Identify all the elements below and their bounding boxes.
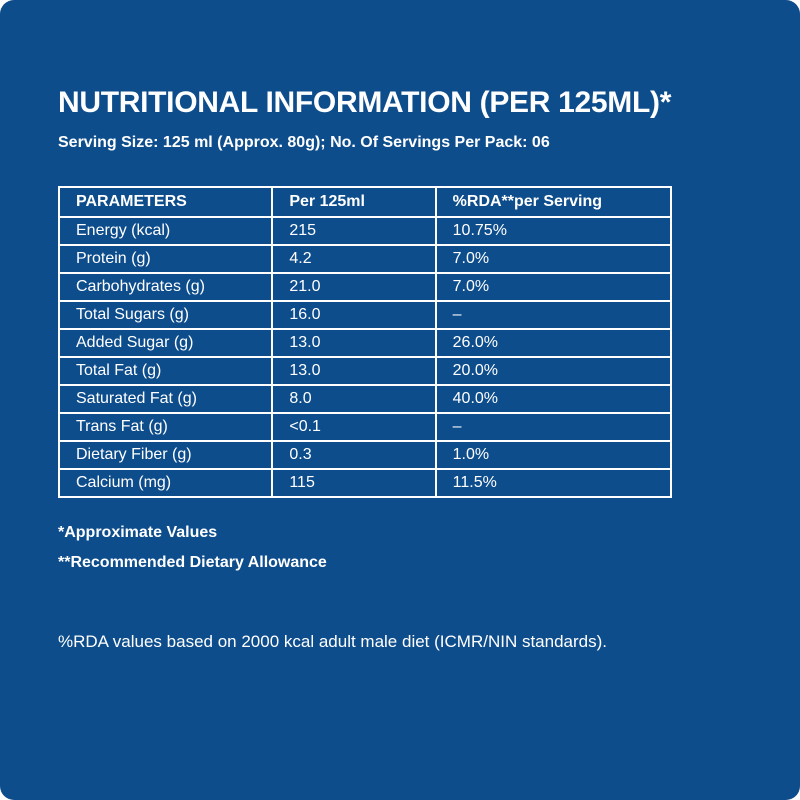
table-cell: 1.0%	[434, 440, 673, 470]
table-cell: 4.2	[271, 244, 437, 274]
table-cell: 40.0%	[434, 384, 673, 414]
note: %RDA values based on 2000 kcal adult mal…	[58, 632, 607, 651]
table-row: Trans Fat (g) <0.1–	[57, 412, 673, 442]
title: NUTRITIONAL INFORMATION (PER 125ML)*	[58, 86, 672, 119]
footnote: *Approximate Values	[58, 524, 218, 541]
table-cell: 11.5%	[434, 468, 673, 498]
table-row: Calcium (mg) 115 11.5%	[57, 468, 673, 498]
table-cell: 13.0	[271, 356, 437, 386]
table-cell: Added Sugar (g)	[57, 328, 274, 358]
table-cell: Trans Fat (g)	[57, 412, 274, 442]
table-cell: –	[434, 412, 673, 442]
table-cell: –	[434, 300, 673, 330]
table-cell: Protein (g)	[57, 244, 274, 274]
table-row: Saturated Fat (g) 8.0 40.0%	[57, 384, 673, 414]
column-header: PARAMETERS	[57, 186, 274, 218]
table-cell: 21.0	[271, 272, 437, 302]
column-header: %RDA**per Serving	[434, 186, 673, 218]
table-cell: 20.0%	[434, 356, 673, 386]
table-row: Added Sugar (g) 13.0 26.0%	[57, 328, 673, 358]
table-row: Total Fat (g) 13.0 20.0%	[57, 356, 673, 386]
table-cell: Energy (kcal)	[57, 216, 274, 246]
nutrition-table: PARAMETERS Per 125ml %RDA**per Serving Ene…	[57, 186, 673, 498]
table-cell: Saturated Fat (g)	[57, 384, 274, 414]
column-header: Per 125ml	[271, 186, 437, 218]
table-cell: 10.75%	[434, 216, 673, 246]
table-cell: Dietary Fiber (g)	[57, 440, 274, 470]
table-cell: 7.0%	[434, 272, 673, 302]
table-cell: Carbohydrates (g)	[57, 272, 274, 302]
table-cell: 215	[271, 216, 437, 246]
table-cell: <0.1	[271, 412, 437, 442]
table-cell: 13.0	[271, 328, 437, 358]
table-cell: Total Fat (g)	[57, 356, 274, 386]
header-row: PARAMETERS Per 125ml %RDA**per Serving	[57, 186, 673, 218]
footnote: **Recommended Dietary Allowance	[58, 554, 327, 571]
subtitle: Serving Size: 125 ml (Approx. 80g); No. …	[58, 134, 550, 151]
table-row: Energy (kcal) 215 10.75%	[57, 216, 673, 246]
table-cell: 8.0	[271, 384, 437, 414]
table-cell: 16.0	[271, 300, 437, 330]
table-cell: Total Sugars (g)	[57, 300, 274, 330]
table-cell: 26.0%	[434, 328, 673, 358]
table-cell: 115	[271, 468, 437, 498]
table-row: Protein (g) 4.2 7.0%	[57, 244, 673, 274]
table-row: Dietary Fiber (g) 0.3 1.0%	[57, 440, 673, 470]
table-row: Carbohydrates (g) 21.0 7.0%	[57, 272, 673, 302]
table-cell: 0.3	[271, 440, 437, 470]
table-cell: Calcium (mg)	[57, 468, 274, 498]
table-row: Total Sugars (g) 16.0–	[57, 300, 673, 330]
table-cell: 7.0%	[434, 244, 673, 274]
